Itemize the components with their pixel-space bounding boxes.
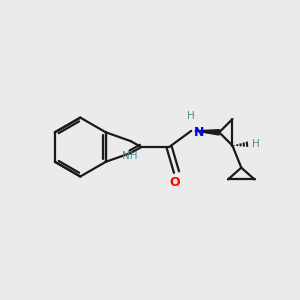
Polygon shape <box>195 130 219 135</box>
Text: N: N <box>194 126 204 139</box>
Text: H: H <box>252 139 260 149</box>
Text: H: H <box>187 111 195 122</box>
Text: NH: NH <box>122 152 137 161</box>
Text: O: O <box>170 176 180 190</box>
